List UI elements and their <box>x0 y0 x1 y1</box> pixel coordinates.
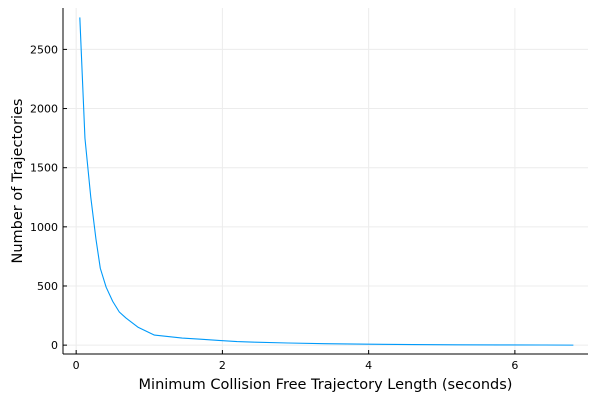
y-tick-label: 500 <box>37 280 58 293</box>
x-tick-label: 4 <box>365 359 372 372</box>
x-tick-label: 2 <box>219 359 226 372</box>
y-tick-label: 1500 <box>30 162 58 175</box>
ticks: 0 2 4 6 0 500 1000 1500 2000 2500 <box>30 43 518 372</box>
y-axis-label: Number of Trajectories <box>10 99 26 264</box>
x-axis-label: Minimum Collision Free Trajectory Length… <box>139 377 513 393</box>
grid <box>63 8 588 354</box>
x-tick-label: 0 <box>73 359 80 372</box>
x-tick-label: 6 <box>511 359 518 372</box>
axes <box>62 8 588 355</box>
y-tick-label: 2500 <box>30 43 58 56</box>
y-tick-label: 0 <box>51 339 58 352</box>
series <box>79 17 574 346</box>
series-line <box>79 17 574 346</box>
y-tick-label: 2000 <box>30 103 58 116</box>
y-tick-label: 1000 <box>30 221 58 234</box>
